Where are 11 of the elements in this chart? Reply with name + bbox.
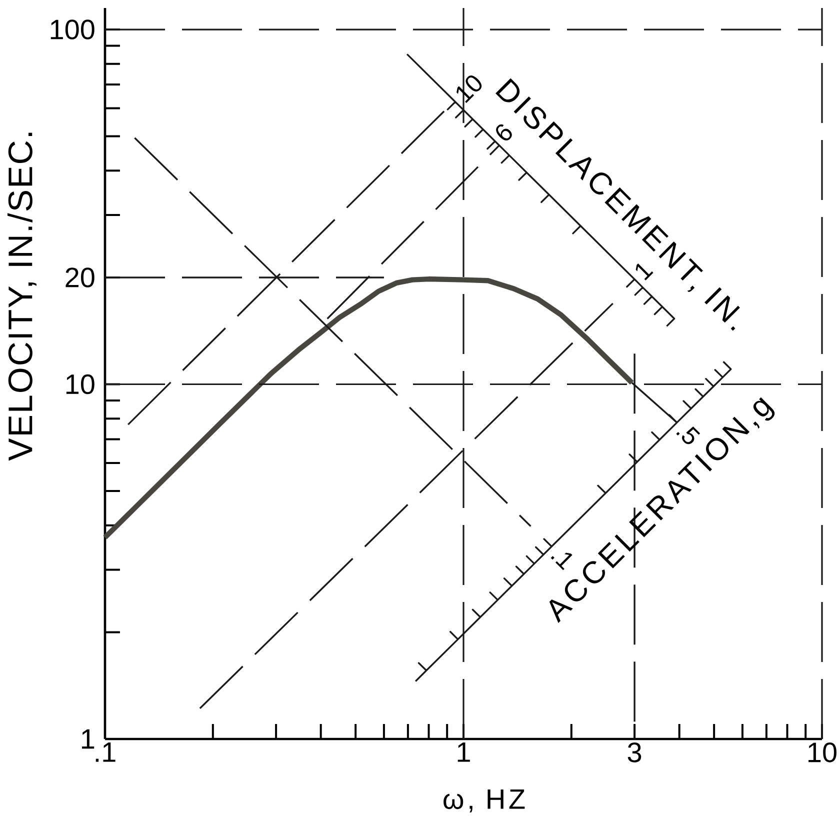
y-tick-label: 10 [66, 374, 94, 394]
x-tick-label: 10 [808, 742, 836, 762]
x-axis-title: ω, HZ [444, 790, 525, 812]
annotation: 10 [456, 75, 482, 103]
y-tick-label: 20 [66, 268, 94, 288]
y-tick-label: 100 [50, 20, 94, 40]
x-tick-label: .1 [96, 742, 116, 762]
y-axis-title: VELOCITY, IN./SEC. [7, 132, 36, 461]
x-tick-label: 1 [458, 742, 470, 762]
x-tick-label: 3 [628, 742, 642, 762]
y-tick-label: 1 [82, 729, 94, 749]
